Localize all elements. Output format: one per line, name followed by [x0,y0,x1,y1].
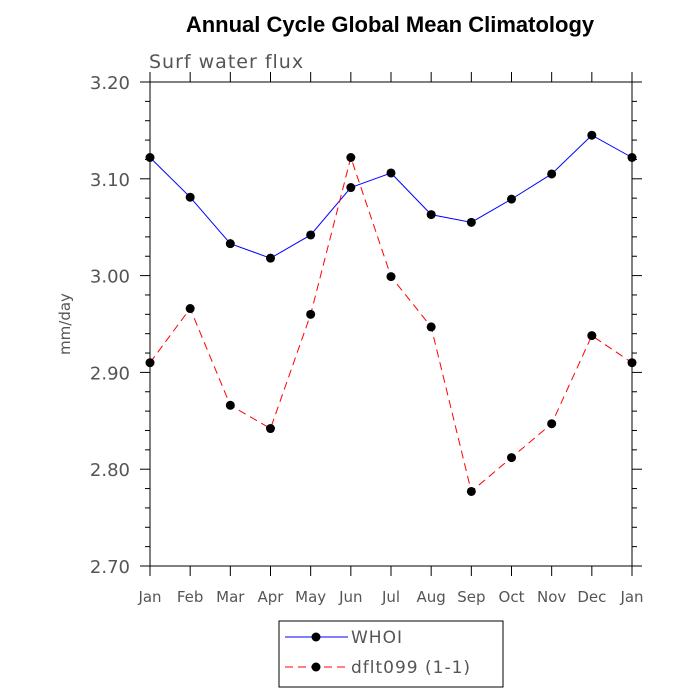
series-0-point [547,169,557,179]
y-tick-label: 2.90 [90,363,130,384]
legend-marker-0 [311,632,321,642]
series-0-point [346,183,356,193]
series-0-point [266,253,275,263]
series-0-point [587,130,597,140]
x-tick-label: May [295,588,326,606]
y-tick-label: 3.00 [90,267,130,288]
series-0-point [145,153,155,163]
x-tick-label: Oct [499,588,525,606]
chart-title: Annual Cycle Global Mean Climatology [186,12,595,37]
series-0-point [185,192,195,202]
series-1-point [386,272,396,282]
legend: WHOI dflt099 (1-1) [278,620,504,688]
series-1-point [466,486,476,496]
y-tick-label: 3.10 [90,170,130,191]
x-tick-label: Feb [177,588,204,606]
legend-marker-1 [311,662,321,672]
series-0-line [149,134,633,259]
legend-label-1: dflt099 (1-1) [351,658,471,678]
series-1-point [185,304,195,314]
y-tick-labels: 2.70 2.80 2.90 3.00 3.10 3.20 [90,73,130,578]
axis-ticks [140,72,642,576]
x-tick-label: Apr [258,588,285,606]
x-tick-label: Dec [577,588,606,606]
series-0-point [386,168,396,178]
series-0-point [426,210,436,220]
plot-area [149,81,633,567]
x-tick-label: Mar [216,588,245,606]
chart-subtitle: Surf water flux [149,51,304,73]
y-axis-label: mm/day [56,293,74,355]
series-0-point [466,217,476,227]
x-tick-label: Jul [381,588,400,606]
series-0-point [225,239,235,249]
x-tick-label: Jan [619,588,643,606]
y-tick-label: 2.80 [90,460,130,481]
series-1-point [507,453,516,463]
series-1-point [346,153,356,163]
series-1-point [225,400,235,410]
series-1-point [426,322,436,332]
series-0-point [306,230,316,240]
series-1-point [306,309,316,319]
x-tick-label: Jan [137,588,161,606]
series-1-point [266,424,275,434]
x-tick-label: Nov [537,588,566,606]
series-1-line [149,155,633,493]
series-1-point [587,331,597,341]
y-tick-label: 2.70 [90,557,130,578]
series-1-point [627,358,637,368]
legend-box [278,620,504,688]
legend-label-0: WHOI [351,628,403,648]
x-tick-label: Jun [338,588,362,606]
x-tick-label: Sep [457,588,485,606]
y-tick-label: 3.20 [90,73,130,94]
x-tick-labels: Jan Feb Mar Apr May Jun Jul Aug Sep Oct Nov Dec Jan [137,588,643,606]
series-1-point [547,419,557,429]
series-0-point [627,153,637,163]
series-1-point [145,358,155,368]
series-group [145,130,637,496]
x-tick-label: Aug [417,588,446,606]
series-0-point [507,194,516,204]
